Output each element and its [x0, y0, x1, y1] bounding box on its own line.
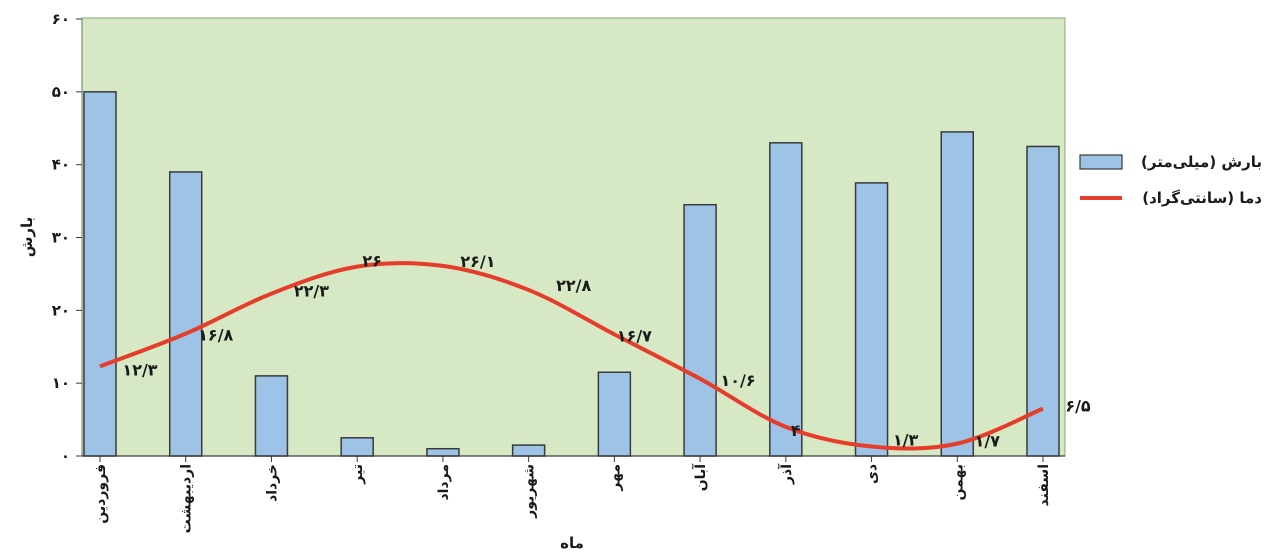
temperature-data-label: ۱/۷ — [975, 432, 1001, 451]
temperature-data-label: ۱۶/۸ — [198, 326, 233, 345]
x-tick-label: فروردین — [93, 464, 109, 524]
y-tick-label: ۰ — [61, 447, 70, 465]
bar — [683, 203, 717, 457]
temperature-data-label: ۱۰/۶ — [721, 371, 756, 390]
y-tick-label: ۱۰ — [52, 374, 70, 392]
bar — [597, 371, 632, 457]
bar — [511, 444, 546, 457]
y-tick-label: ۶۰ — [52, 10, 70, 28]
legend: بارش (میلی‌متر) دما (سانتی‌گراد) — [1079, 153, 1262, 207]
x-tick-label: بهمن — [950, 464, 966, 500]
x-tick-label: آذر — [777, 463, 795, 485]
x-tick-label: تیر — [350, 464, 366, 485]
x-tick-label: شهریور — [522, 464, 538, 519]
plot-area — [81, 17, 1066, 457]
bar — [854, 182, 889, 457]
x-tick-label: دی — [865, 464, 881, 484]
bar — [769, 142, 803, 457]
x-tick-label: مهر — [607, 464, 623, 492]
temperature-data-label: ۲۶ — [362, 252, 382, 271]
legend-bar-label: بارش (میلی‌متر) — [1141, 153, 1262, 171]
y-tick-label: ۳۰ — [52, 229, 70, 247]
x-tick-label: آبان — [691, 463, 709, 491]
x-tick-label: اسفند — [1036, 464, 1052, 506]
temperature-data-label: ۱۶/۷ — [617, 326, 652, 345]
temperature-data-label: ۴ — [791, 421, 801, 440]
y-tick-label: ۴۰ — [52, 156, 70, 174]
bar — [426, 447, 460, 457]
y-axis-title: بارش — [18, 217, 36, 258]
temperature-data-label: ۲۲/۸ — [556, 276, 591, 295]
x-axis-title: ماه — [560, 534, 584, 552]
bar — [1026, 145, 1060, 457]
bar — [83, 91, 117, 457]
legend-line-label: دما (سانتی‌گراد) — [1142, 189, 1262, 207]
bar — [254, 375, 289, 457]
temperature-data-label: ۱/۳ — [893, 431, 919, 450]
temperature-line — [99, 261, 1044, 451]
temperature-data-label: ۱۲/۳ — [122, 360, 157, 379]
bar — [168, 171, 203, 457]
y-tick-label: ۵۰ — [52, 83, 70, 101]
temperature-data-label: ۲۶/۱ — [460, 252, 495, 271]
temperature-data-label: ۶/۵ — [1065, 397, 1091, 416]
y-tick-label: ۲۰ — [52, 301, 70, 319]
temperature-data-label: ۲۲/۳ — [294, 282, 329, 301]
bar — [340, 437, 374, 457]
x-tick-label: مرداد — [436, 464, 452, 501]
x-tick-label: خرداد — [264, 464, 280, 502]
bar — [940, 131, 975, 457]
legend-bar-swatch — [1079, 154, 1123, 170]
x-tick-label: اردیبهشت — [179, 464, 195, 533]
